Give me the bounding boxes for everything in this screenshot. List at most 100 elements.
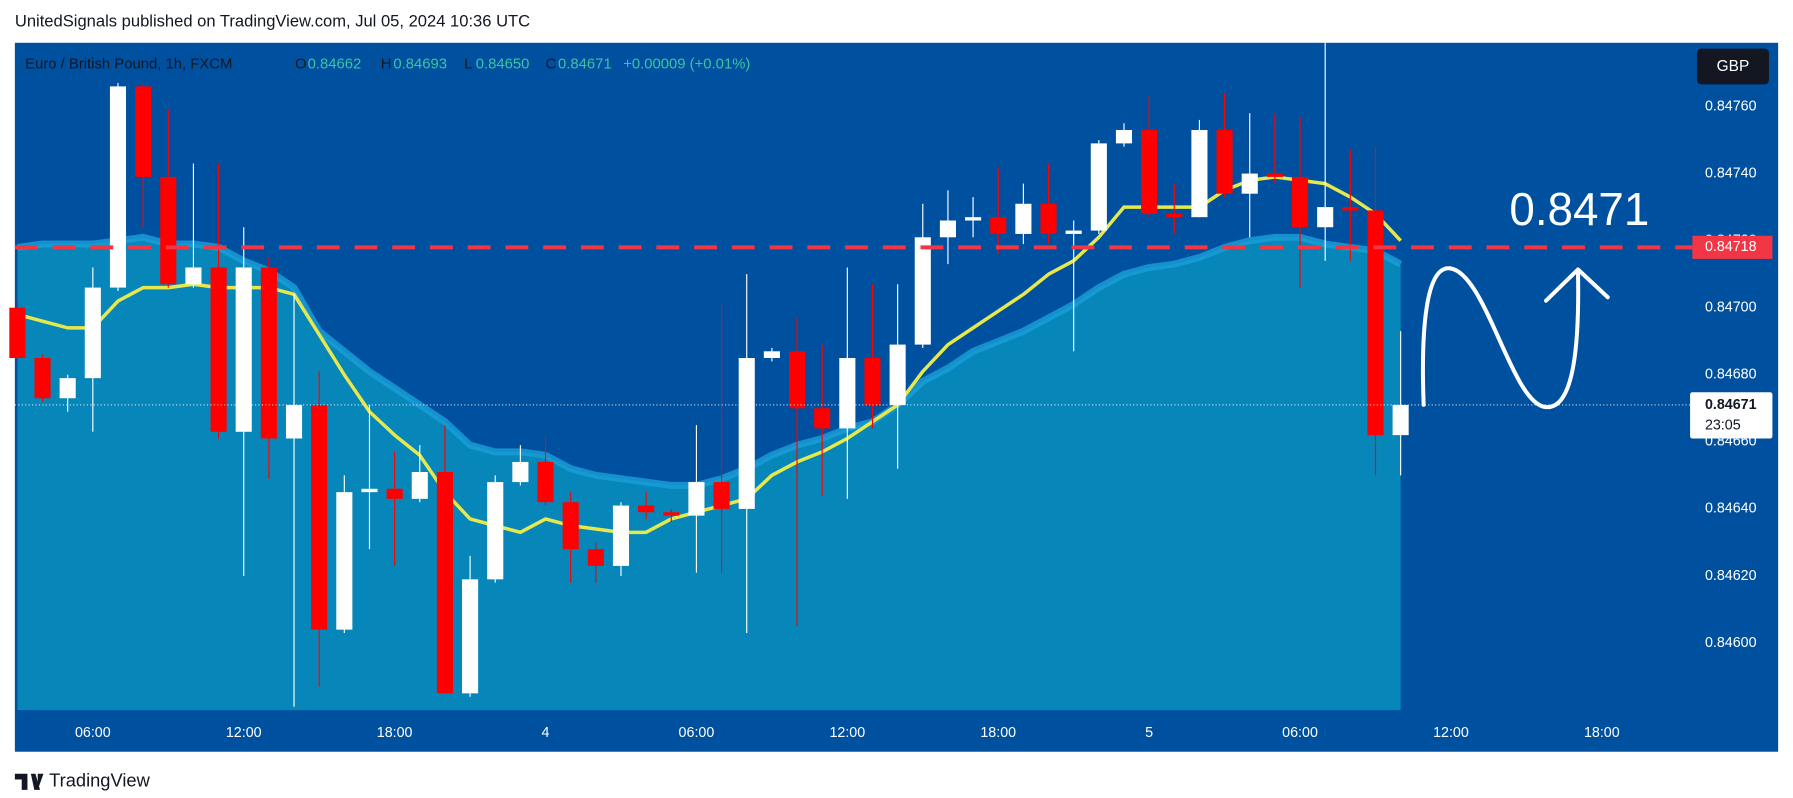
candle-body <box>386 488 403 499</box>
x-tick-label: 18:00 <box>980 725 1016 741</box>
candle-body <box>663 512 680 516</box>
currency-button[interactable]: GBP <box>1696 48 1769 85</box>
candle-body <box>612 505 630 566</box>
candle-body <box>1115 129 1133 144</box>
y-tick-label: 0.84700 <box>1705 299 1757 315</box>
currency-label[interactable]: GBP <box>1717 58 1750 75</box>
y-tick-label: 0.84680 <box>1705 367 1757 383</box>
candle-body <box>436 472 453 694</box>
candle-body <box>1392 404 1409 436</box>
candle-body <box>965 217 982 221</box>
price-label-bg <box>1690 392 1773 439</box>
target-annotation: 0.8471 <box>1509 183 1649 235</box>
candle-body <box>462 579 479 694</box>
legend-key: O <box>295 56 307 73</box>
candle-body <box>587 549 604 566</box>
currency-button-bg[interactable] <box>1696 48 1769 85</box>
x-tick-label: 5 <box>1145 725 1153 741</box>
y-tick-label: 0.84740 <box>1705 165 1757 181</box>
level-label-bg <box>1692 235 1773 259</box>
candle-body <box>512 461 529 483</box>
candle-body <box>1367 210 1384 436</box>
candle-body <box>1166 213 1183 218</box>
symbol: Euro / British Pound, 1h, FXCM <box>25 56 232 73</box>
candle-body <box>914 237 931 345</box>
arrow-head <box>1544 267 1610 303</box>
candle-body <box>939 220 956 238</box>
y-tick-label: 0.84600 <box>1705 635 1757 651</box>
candle-body <box>84 287 101 379</box>
candle-body <box>839 358 856 429</box>
candle-body <box>638 505 655 513</box>
candle-body <box>1191 129 1208 218</box>
candle-body <box>688 482 705 516</box>
candle-body <box>361 488 378 493</box>
candle-body <box>34 358 51 399</box>
x-tick-label: 12:00 <box>226 725 262 741</box>
candle-body <box>260 267 277 439</box>
candle-body <box>990 217 1007 234</box>
publisher-header: UnitedSignals published on TradingView.c… <box>15 11 530 30</box>
candle-body <box>814 408 831 429</box>
countdown: 23:05 <box>1705 418 1741 434</box>
candle-body <box>562 502 579 550</box>
y-tick-label: 0.84760 <box>1705 98 1757 114</box>
legend-key: L <box>464 56 472 73</box>
candle-body <box>1065 230 1082 234</box>
candle-body <box>109 86 127 288</box>
candle-body <box>336 492 353 630</box>
candle-body <box>864 358 881 405</box>
candle-body <box>160 176 177 285</box>
x-tick-label: 18:00 <box>1584 725 1620 741</box>
plot-area <box>9 42 1693 711</box>
candle-body <box>235 267 252 432</box>
candle-body <box>1241 173 1258 194</box>
x-tick-label: 12:00 <box>1433 725 1469 741</box>
candle-body <box>185 267 202 285</box>
candle-body <box>1040 203 1057 234</box>
candle-body <box>1015 203 1032 234</box>
price-label: 0.84671 <box>1705 397 1757 413</box>
y-tick-label: 0.84620 <box>1705 568 1757 584</box>
x-tick-label: 18:00 <box>377 725 413 741</box>
indicator-area-edge <box>16 233 1403 489</box>
candle-body <box>59 378 76 399</box>
candle-body <box>1291 176 1309 228</box>
candle-body <box>135 86 152 177</box>
legend-value: 0.84693 <box>393 56 447 73</box>
x-tick-label: 06:00 <box>75 725 111 741</box>
annotations: 0.8471 <box>1420 183 1649 410</box>
x-tick-label: 4 <box>542 725 550 741</box>
candle-body <box>889 344 906 405</box>
candle-body <box>788 351 806 409</box>
wave-arrow <box>1420 266 1581 410</box>
y-tick-label: 0.84640 <box>1705 501 1757 517</box>
candle-body <box>1342 207 1359 211</box>
candle-body <box>487 482 504 580</box>
x-tick-label: 06:00 <box>1282 725 1318 741</box>
candle-body <box>311 404 328 630</box>
axes: 0.847600.847400.847200.847000.846800.846… <box>75 98 1773 741</box>
candle-body <box>763 351 780 359</box>
candle-body <box>1216 129 1233 194</box>
candle-body <box>537 461 554 503</box>
level-label: 0.84718 <box>1705 239 1757 255</box>
candle-body <box>9 307 26 359</box>
candle-body <box>1266 173 1283 177</box>
tv-logo <box>14 773 44 790</box>
indicator-area <box>17 237 1401 711</box>
legend-key: H <box>381 56 392 73</box>
legend-value: 0.84650 <box>476 56 530 73</box>
legend-change: +0.00009 (+0.01%) <box>623 56 750 73</box>
legend-key: C <box>545 56 556 73</box>
legend-value: 0.84671 <box>558 56 612 73</box>
footer-brand: TradingView <box>49 770 150 791</box>
candle-body <box>1141 129 1158 214</box>
candle-body <box>210 267 227 432</box>
legend-value: 0.84662 <box>308 56 362 73</box>
candle-body <box>1317 207 1334 228</box>
candle-body <box>738 358 755 509</box>
candle-body <box>285 404 303 439</box>
